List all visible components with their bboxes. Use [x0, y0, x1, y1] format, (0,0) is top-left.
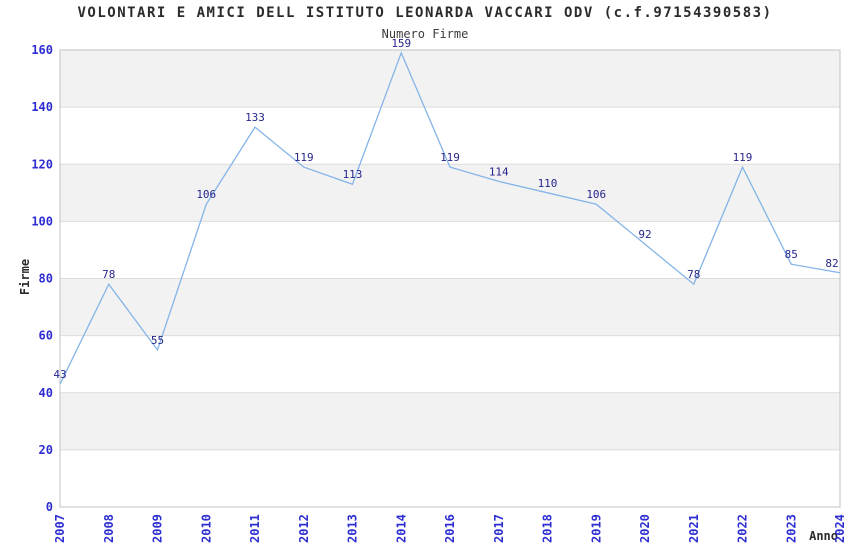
point-label: 106: [196, 188, 216, 201]
y-tick-label: 60: [39, 329, 53, 343]
x-tick-label: 2016: [443, 514, 457, 543]
point-label: 133: [245, 111, 265, 124]
point-label: 110: [538, 177, 558, 190]
point-label: 119: [294, 151, 314, 164]
point-label: 78: [102, 268, 115, 281]
gridlines: [60, 106, 840, 451]
point-label: 159: [391, 37, 411, 50]
firme-line: [59, 51, 841, 385]
x-tick-label: 2009: [151, 514, 165, 543]
point-label: 106: [586, 188, 606, 201]
point-label: 92: [638, 228, 651, 241]
x-tick-label: 2022: [736, 514, 750, 543]
point-label: 55: [151, 334, 164, 347]
point-label: 114: [489, 165, 509, 178]
x-tick-label: 2007: [53, 514, 67, 543]
point-label: 43: [53, 368, 66, 381]
y-tick-label: 20: [39, 443, 53, 457]
x-tick-label: 2020: [638, 514, 652, 543]
x-tick-label: 2021: [687, 514, 701, 543]
x-tick-label: 2012: [297, 514, 311, 543]
grid-band: [60, 392, 840, 450]
x-tick-label: 2017: [492, 514, 506, 543]
point-label: 113: [343, 168, 363, 181]
plot-border: [59, 49, 841, 508]
y-tick-label: 120: [31, 157, 53, 171]
y-axis-labels: 0 20 40 60 80 100 120 140 160: [31, 43, 53, 514]
grid-band: [60, 50, 840, 108]
grid-band: [60, 164, 840, 222]
chart-subtitle: Numero Firme: [381, 27, 469, 41]
x-tick-label: 2024: [833, 514, 847, 543]
y-tick-label: 100: [31, 214, 53, 228]
y-tick-label: 140: [31, 100, 53, 114]
x-tick-label: 2008: [102, 514, 116, 543]
x-tick-label: 2023: [784, 514, 798, 543]
point-label: 82: [825, 257, 838, 270]
x-tick-label: 2013: [346, 514, 360, 543]
point-label: 119: [733, 151, 753, 164]
y-tick-label: 80: [39, 272, 53, 286]
grid-bands: [60, 50, 840, 450]
y-tick-label: 0: [46, 500, 53, 514]
point-label: 119: [440, 151, 460, 164]
y-tick-label: 40: [39, 386, 53, 400]
point-label: 85: [785, 248, 798, 261]
point-label: 78: [687, 268, 700, 281]
x-tick-label: 2014: [394, 514, 408, 543]
point-labels: 43 78 55 106 133 119 113 159 119 114 110 106 92 78 119…: [53, 37, 838, 381]
x-tick-label: 2018: [541, 514, 555, 543]
x-axis-labels: 2007 2008 2009 2010 2011 2012 2013 2014 2016 2017…: [53, 514, 847, 543]
x-axis-title: Anno: [809, 529, 838, 543]
grid-band: [60, 278, 840, 336]
x-tick-label: 2011: [248, 514, 262, 543]
x-tick-label: 2010: [199, 514, 213, 543]
y-tick-label: 160: [31, 43, 53, 57]
chart-title: VOLONTARI E AMICI DELL ISTITUTO LEONARDA…: [77, 5, 773, 21]
x-tick-label: 2019: [589, 514, 603, 543]
